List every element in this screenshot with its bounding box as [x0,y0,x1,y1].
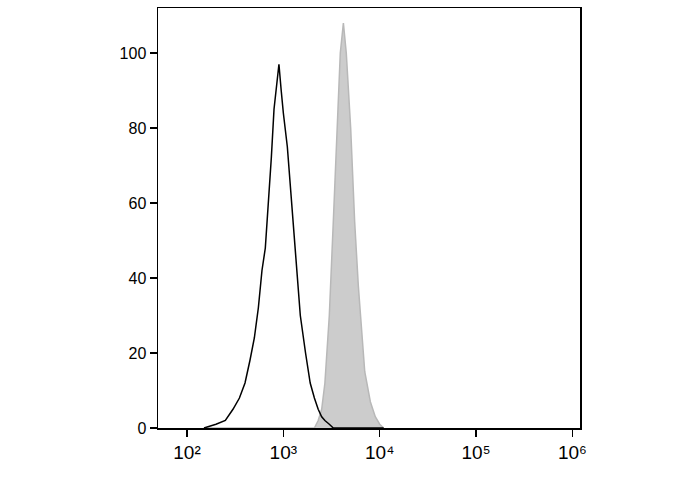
svg-text:80: 80 [129,120,147,137]
svg-text:10²: 10² [173,442,200,463]
svg-text:10⁴: 10⁴ [365,442,394,463]
svg-text:100: 100 [120,45,147,62]
svg-text:0: 0 [137,420,146,437]
svg-text:40: 40 [129,270,147,287]
svg-text:20: 20 [129,345,147,362]
svg-text:10⁵: 10⁵ [462,442,491,463]
svg-text:10³: 10³ [270,442,297,463]
svg-text:10⁶: 10⁶ [558,442,587,463]
svg-text:60: 60 [129,195,147,212]
